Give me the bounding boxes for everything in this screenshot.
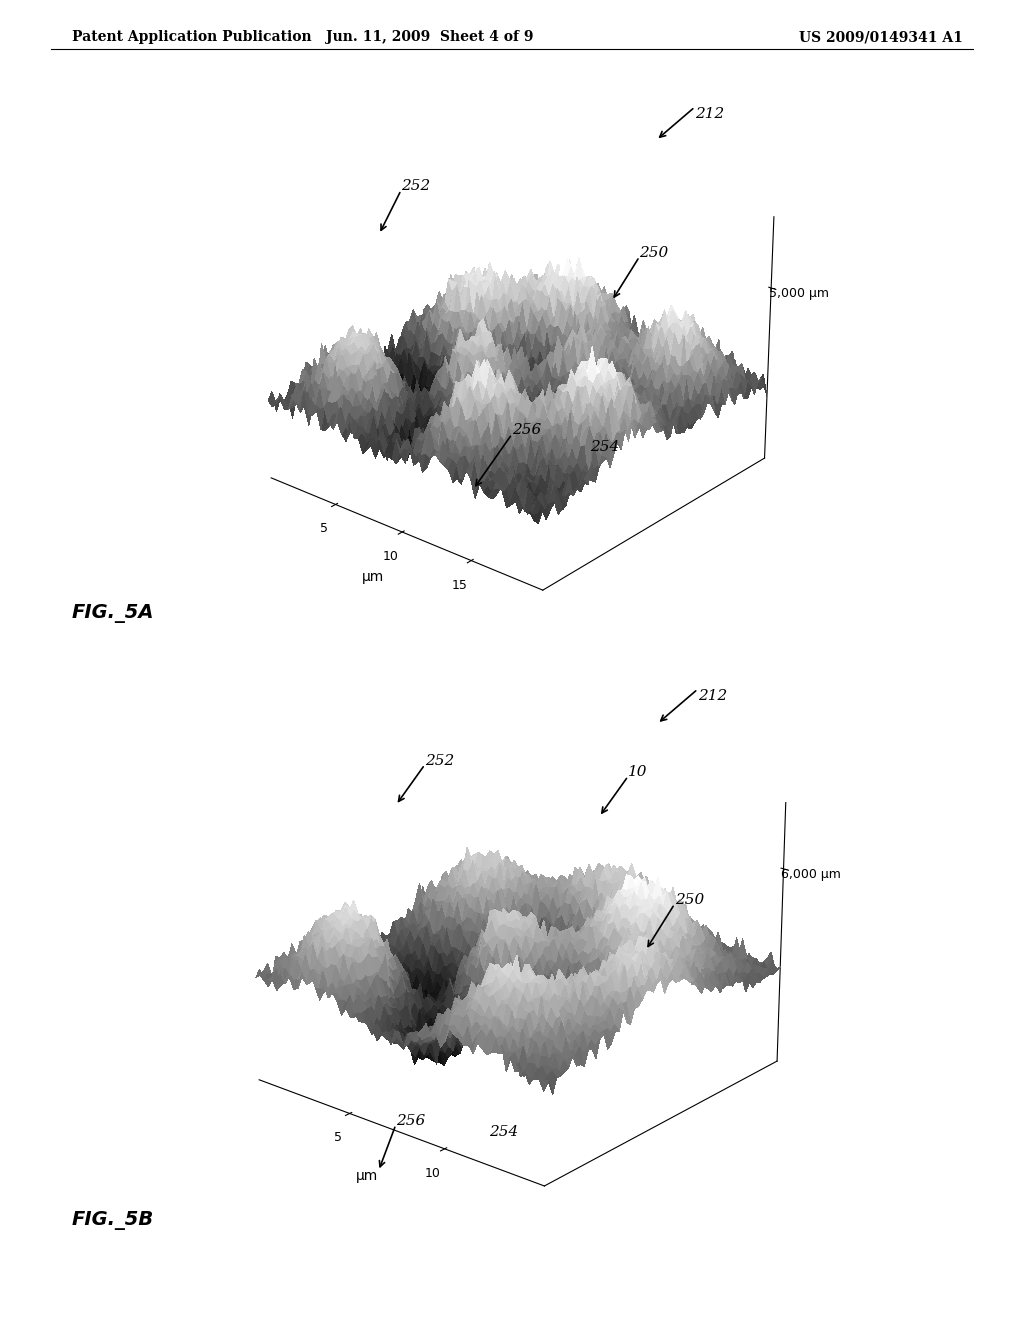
Text: 252: 252 — [401, 180, 430, 193]
X-axis label: μm: μm — [356, 1168, 379, 1183]
Text: 212: 212 — [695, 107, 724, 121]
Text: 212: 212 — [698, 689, 727, 704]
Text: 254: 254 — [488, 1125, 518, 1139]
Text: 250: 250 — [640, 246, 669, 260]
Text: 10: 10 — [628, 766, 647, 779]
Text: 250: 250 — [675, 892, 703, 907]
Text: 254: 254 — [590, 440, 618, 454]
Text: 252: 252 — [425, 754, 454, 767]
Text: Patent Application Publication: Patent Application Publication — [72, 30, 311, 45]
Text: 256: 256 — [396, 1114, 425, 1127]
Text: FIG._5A: FIG._5A — [72, 605, 155, 623]
Text: FIG._5B: FIG._5B — [72, 1212, 154, 1230]
Text: US 2009/0149341 A1: US 2009/0149341 A1 — [799, 30, 963, 45]
Text: Jun. 11, 2009  Sheet 4 of 9: Jun. 11, 2009 Sheet 4 of 9 — [327, 30, 534, 45]
X-axis label: μm: μm — [362, 570, 384, 585]
Text: 256: 256 — [512, 422, 542, 437]
